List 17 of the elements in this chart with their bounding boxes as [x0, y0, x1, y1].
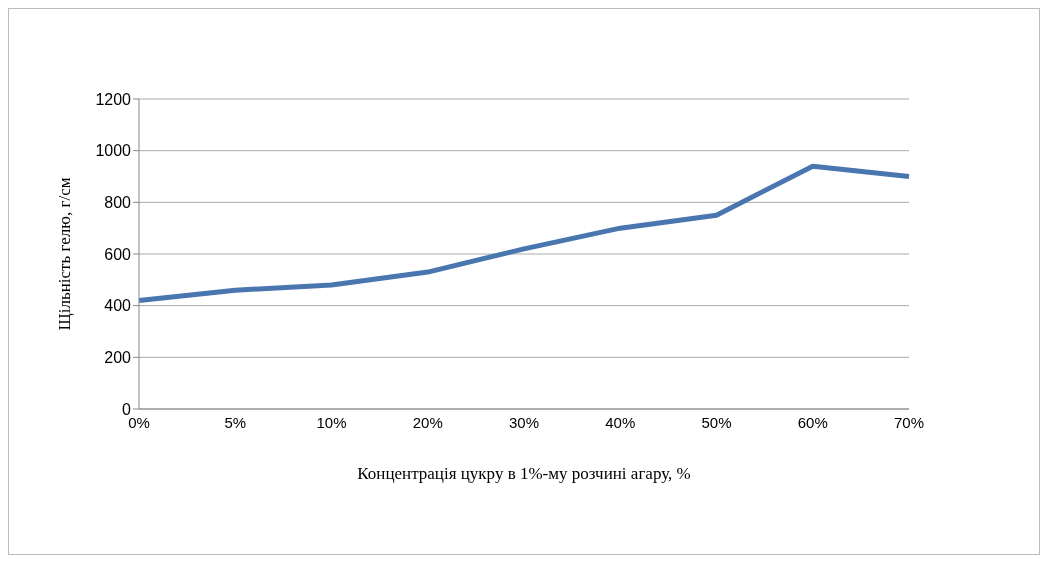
x-tick-label: 20% [412, 413, 443, 431]
x-tick-label: 10% [316, 413, 347, 431]
y-tick-label: 800 [104, 194, 132, 212]
y-tick-label: 400 [104, 297, 132, 315]
x-tick-label: 30% [508, 413, 540, 431]
y-axis-title: Щільність гелю, г/см [55, 177, 75, 331]
y-tick-label: 600 [104, 245, 132, 263]
y-tick-label: 1200 [95, 90, 132, 108]
x-tick-label: 60% [797, 413, 828, 431]
x-tick-label: 70% [893, 413, 925, 431]
y-tick-label: 200 [104, 349, 132, 367]
x-axis-title: Концентрація цукру в 1%-му розчині агару, % [357, 464, 691, 483]
y-tick-label: 1000 [95, 142, 132, 160]
x-tick-label: 5% [224, 413, 247, 431]
x-tick-label: 40% [605, 413, 636, 431]
y-tick-label: 0 [122, 400, 132, 418]
x-tick-label: 50% [701, 413, 732, 431]
